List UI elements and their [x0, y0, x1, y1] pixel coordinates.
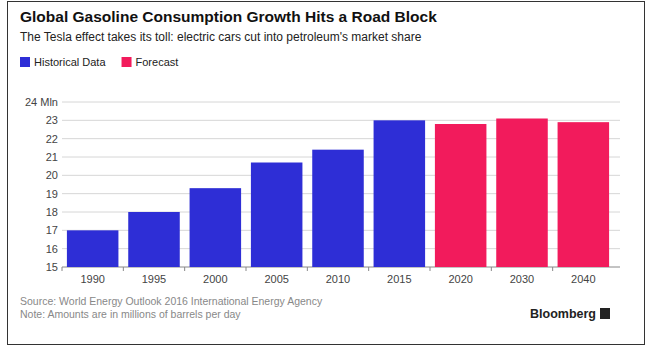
- bar: [312, 150, 364, 267]
- x-tick: [552, 267, 553, 271]
- x-tick-label: 2040: [571, 273, 595, 285]
- bar: [496, 119, 548, 268]
- x-tick-label: 2030: [510, 273, 534, 285]
- brand: Bloomberg: [530, 307, 596, 321]
- source: Source: World Energy Outlook 2016 Intern…: [20, 295, 323, 307]
- bars: [67, 119, 609, 268]
- x-tick: [184, 267, 185, 271]
- y-tick-label: 19: [46, 188, 58, 200]
- bar: [190, 188, 242, 267]
- legend-swatch: [20, 57, 30, 67]
- x-tick-label: 2015: [387, 273, 411, 285]
- y-tick-label: 20: [46, 169, 58, 181]
- y-tick-label: 23: [46, 114, 58, 126]
- y-axis-line: [62, 102, 63, 267]
- frame: [8, 2, 645, 345]
- x-tick-label: 2000: [203, 273, 227, 285]
- subtitle: The Tesla effect takes its toll: electri…: [20, 30, 422, 44]
- chart-svg: Global Gasoline Consumption Growth Hits …: [0, 0, 652, 354]
- legend-label: Forecast: [136, 56, 179, 68]
- x-tick: [123, 267, 124, 271]
- y-tick-label: 16: [46, 243, 58, 255]
- y-tick-label: 18: [46, 206, 58, 218]
- legend-label: Historical Data: [34, 56, 106, 68]
- x-tick: [368, 267, 369, 271]
- y-tick-label: 22: [46, 133, 58, 145]
- x-tick-label: 2020: [448, 273, 472, 285]
- bar: [435, 124, 487, 267]
- bar: [251, 163, 303, 268]
- x-tick-label: 1995: [142, 273, 166, 285]
- x-tick-label: 2005: [264, 273, 288, 285]
- bar: [558, 122, 610, 267]
- title: Global Gasoline Consumption Growth Hits …: [20, 8, 437, 25]
- brand-icon: [600, 308, 610, 319]
- x-tick: [307, 267, 308, 271]
- bar: [374, 120, 426, 267]
- y-tick-label: 17: [46, 224, 58, 236]
- bar: [128, 212, 180, 267]
- note: Note: Amounts are in millions of barrels…: [20, 308, 241, 320]
- y-tick-label: 24 Mln: [25, 96, 58, 108]
- x-tick: [430, 267, 431, 271]
- legend-swatch: [122, 57, 132, 67]
- bar: [67, 230, 119, 267]
- x-tick: [246, 267, 247, 271]
- y-tick-label: 21: [46, 151, 58, 163]
- y-tick-label: 15: [46, 261, 58, 273]
- x-tick: [62, 267, 63, 271]
- x-tick: [491, 267, 492, 271]
- grid-line: [62, 102, 620, 103]
- x-tick-label: 1990: [80, 273, 104, 285]
- x-tick-label: 2010: [326, 273, 350, 285]
